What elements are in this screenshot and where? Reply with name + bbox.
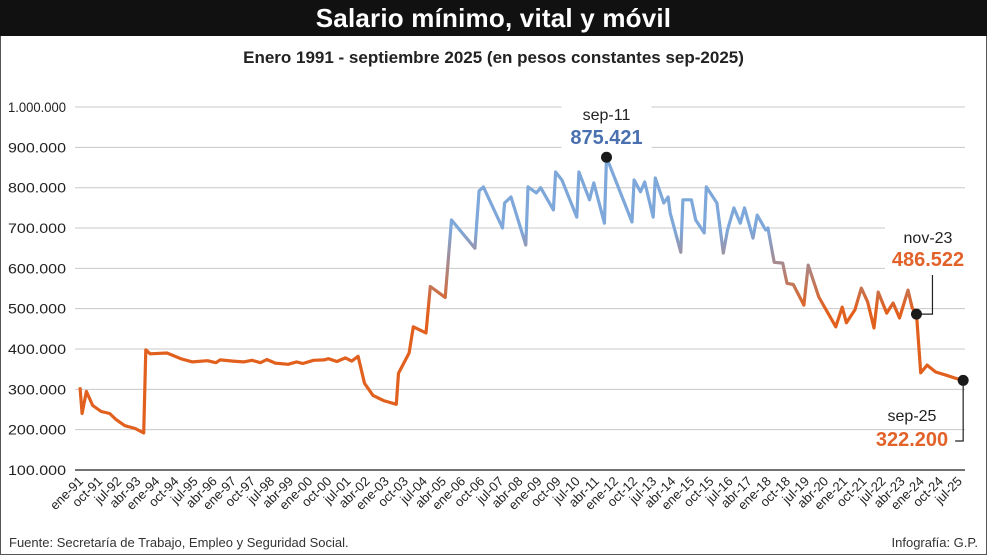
- y-tick-label: 200.000: [8, 422, 66, 438]
- y-tick-label: 400.000: [8, 341, 66, 357]
- y-tick-label: 700.000: [8, 220, 66, 236]
- label-background: [885, 225, 967, 273]
- annotations: sep-11 875.421 nov-23 486.522 sep-25 322.200: [561, 98, 969, 451]
- y-tick-label: 100.000: [8, 462, 66, 478]
- source-note: Fuente: Secretaría de Trabajo, Empleo y …: [9, 535, 349, 550]
- y-tick-label: 500.000: [8, 301, 66, 317]
- annotation-date: sep-25: [888, 408, 937, 425]
- chart-subtitle: Enero 1991 - septiembre 2025 (en pesos c…: [243, 48, 744, 67]
- annotation-value: 875.421: [570, 127, 642, 149]
- data-point-marker: [957, 374, 969, 386]
- data-point-marker: [910, 308, 922, 320]
- gridlines: [75, 106, 965, 471]
- leader-line: [955, 380, 964, 442]
- y-axis-ticks: 1.000.000 900.000 800.000 700.000 600.000 500…: [8, 99, 66, 478]
- y-tick-label: 900.000: [8, 139, 66, 155]
- data-point-marker: [601, 151, 613, 163]
- chart-title: Salario mínimo, vital y móvil: [0, 0, 987, 36]
- label-background: [561, 98, 652, 148]
- annotation-value: 486.522: [892, 249, 964, 271]
- annotation-date: nov-23: [904, 230, 953, 247]
- x-axis-ticks: ene-91oct-91jul-92abr-93ene-94oct-94jul-…: [47, 474, 965, 513]
- series: [78, 155, 964, 435]
- annotation-date: sep-11: [583, 107, 631, 124]
- y-tick-label: 300.000: [8, 381, 66, 397]
- series-line: [78, 155, 964, 435]
- annotation-value: 322.200: [876, 429, 948, 451]
- y-tick-label: 800.000: [8, 180, 66, 196]
- credit-note: Infografía: G.P.: [891, 535, 978, 550]
- y-tick-label: 1.000.000: [8, 99, 66, 115]
- y-tick-label: 600.000: [8, 260, 66, 276]
